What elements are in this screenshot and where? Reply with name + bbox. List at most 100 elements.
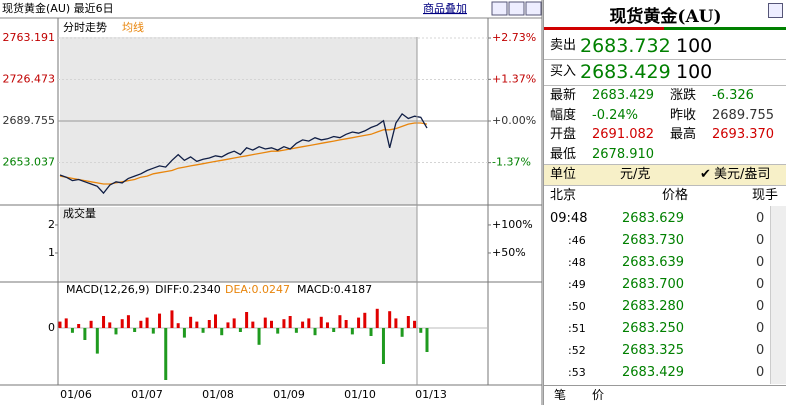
date-label: 01/07 [131,388,163,401]
macd-bar [301,321,305,328]
macd-bar [214,314,218,328]
macd-bar [189,316,193,328]
ask-row: 卖出 2683.732 100 [544,34,786,58]
tick-size: 0 [756,233,765,248]
macd-bar [164,328,168,380]
close-button[interactable] [768,3,783,18]
macd-bar [381,328,385,364]
macd-bar [294,328,298,333]
macd-bar [363,312,367,328]
tab[interactable]: 价 [592,388,605,402]
overlay-link[interactable]: 商品叠加 [423,1,467,15]
macd-bar [226,322,230,328]
y2-tick-label: +100% [492,218,533,231]
tick-price: 2683.629 [622,211,685,226]
unit-check[interactable]: ✔ [700,167,711,182]
macd-bar [425,328,429,352]
macd-bar [170,310,174,328]
macd-bar [319,316,323,328]
dea-label: DEA:0.0247 [225,283,290,296]
tick-time: 09:48 [550,211,588,226]
tick-size: 0 [756,365,765,380]
tick-price: 2683.639 [622,255,685,270]
macd-bar [182,328,186,338]
tick-size: 0 [756,321,765,336]
stat-row: 最低 2678.910 [544,145,786,165]
tick-time: :50 [568,300,586,313]
tick-row: :46 2683.730 0 [544,231,786,251]
macd-bar [70,328,74,333]
ma-label: 均线 [122,20,144,34]
tick-size: 0 [756,343,765,358]
stat-value: 2691.082 [592,127,655,142]
tick-row: :52 2683.325 0 [544,341,786,361]
date-label: 01/06 [60,388,92,401]
macd-bar [139,320,143,328]
stat-value: -6.326 [712,88,754,103]
chart: 现货黄金(AU) 最近6日 商品叠加 分时走势 均线 成交量 MACD(12,2… [0,0,543,405]
date-label: 01/08 [202,388,234,401]
macd-bar [238,328,242,332]
ask-label: 卖出 [550,38,577,53]
macd-bar [406,316,410,328]
y-tick-label: 2763.191 [3,31,56,44]
tick-price: 2683.700 [622,277,685,292]
tick-time: :51 [568,322,586,335]
y-tick-label: 0 [48,321,55,334]
volume-pane-label: 成交量 [63,206,96,220]
ma-line [59,122,428,185]
macd-bar [232,318,236,328]
unit-value: 元/克 [620,167,651,182]
stat-row: 开盘 2691.082 最高 2693.370 [544,125,786,145]
y2-tick-label: +0.00% [492,114,536,127]
y-tick-label: 2653.037 [3,156,56,169]
button-right[interactable] [508,1,525,16]
macd-bar [269,320,273,328]
tick-time: :52 [568,344,586,357]
ask-size: 100 [676,35,713,57]
y-tick-label: 2 [48,218,55,231]
y-tick-label: 2726.473 [3,73,56,86]
header-price: 价格 [662,188,689,203]
tick-time: :46 [568,234,586,247]
bid-size: 100 [676,61,713,83]
button-expand[interactable] [525,1,542,16]
macd-bar [350,328,354,335]
tab[interactable]: 笔 [554,388,567,402]
macd-bar [89,320,93,328]
tick-row: :48 2683.639 0 [544,253,786,273]
y2-tick-label: +50% [492,246,526,259]
frame [0,0,543,405]
macd-bar [95,328,99,354]
macd-bar [394,318,398,328]
macd-bar [388,311,392,328]
header-size: 现手 [752,188,779,203]
macd-bar [257,328,261,345]
tick-price: 2683.250 [622,321,685,336]
macd-bar [145,317,149,328]
red-bar [544,27,664,30]
bid-label: 买入 [550,64,577,79]
tick-price: 2683.730 [622,233,685,248]
tick-time: :53 [568,366,586,379]
unit-alt[interactable]: 美元/盎司 [714,167,771,182]
stat-label: 幅度 [550,107,577,123]
header-time: 北京 [550,188,577,203]
macd-bar [344,320,348,328]
stat-value: -0.24% [592,107,638,123]
stat-label: 最低 [550,146,577,162]
macd-bar [108,322,112,328]
y-tick-label: 2689.755 [3,114,56,127]
macd-bar [282,319,286,328]
quote-title: 现货黄金(AU) [609,7,722,27]
macd-bar [114,328,118,335]
stat-label: 开盘 [550,127,577,142]
macd-value-label: MACD:0.4187 [297,283,372,296]
stat-label: 涨跌 [670,88,697,103]
scrollbar[interactable] [770,206,786,384]
macd-bar [207,320,211,328]
divider [544,59,786,60]
button-left[interactable] [491,1,508,16]
stat-value: 2693.370 [712,127,775,142]
macd-bar [400,328,404,337]
